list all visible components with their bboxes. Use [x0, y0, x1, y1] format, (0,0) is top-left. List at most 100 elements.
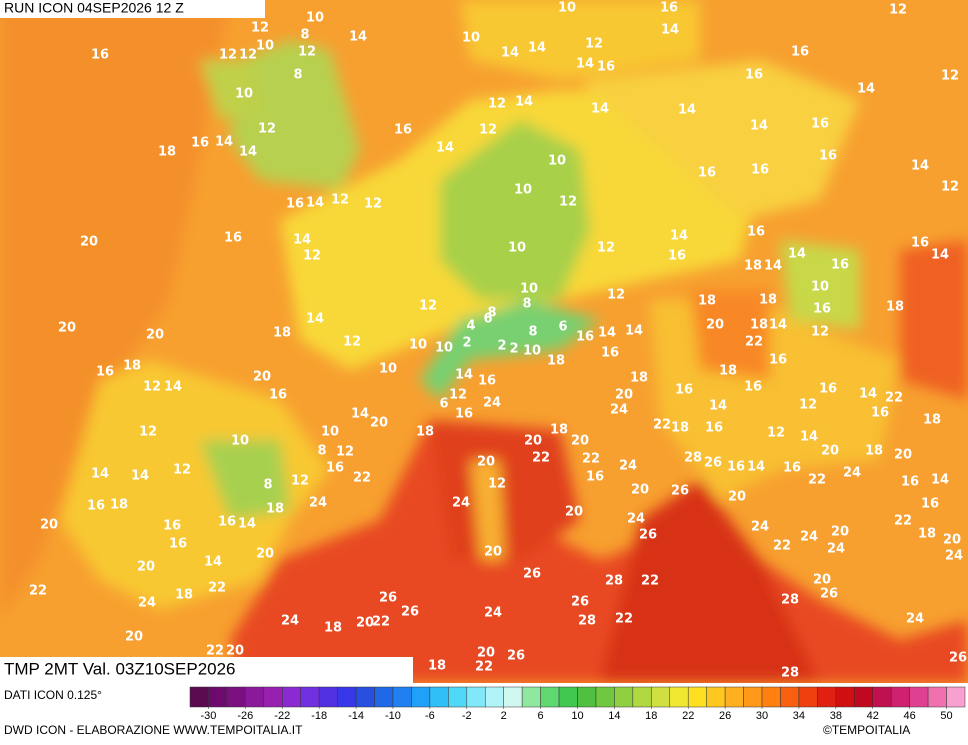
temperature-label: 12: [607, 288, 625, 303]
temperature-label: 14: [788, 247, 806, 262]
colorbar-swatch: [835, 686, 855, 708]
colorbar-swatch: [466, 686, 486, 708]
temperature-label: 14: [455, 368, 473, 383]
temperature-label: 20: [484, 545, 502, 560]
temperature-label: 14: [204, 555, 222, 570]
temperature-label: 20: [256, 547, 274, 562]
temperature-label: 24: [452, 496, 470, 511]
temperature-label: 18: [923, 413, 941, 428]
temperature-label: 10: [435, 341, 453, 356]
colorbar-swatch: [780, 686, 800, 708]
run-title: RUN ICON 04SEP2026 12 Z: [4, 0, 184, 16]
temperature-label: 20: [80, 235, 98, 250]
temperature-label: 14: [931, 248, 949, 263]
temperature-label: 14: [857, 82, 875, 97]
temperature-label: 18: [759, 293, 777, 308]
temperature-label: 20: [831, 525, 849, 540]
temperature-label: 12: [479, 123, 497, 138]
temperature-label: 14: [528, 41, 546, 56]
temperature-label: 12: [941, 69, 959, 84]
colorbar-swatch: [872, 686, 892, 708]
temperature-label: 16: [601, 346, 619, 361]
colorbar-tick-label: 18: [645, 710, 657, 722]
temperature-label: 24: [945, 549, 963, 564]
temperature-label: 14: [859, 387, 877, 402]
temperature-label: 10: [321, 425, 339, 440]
temperature-label: 24: [281, 614, 299, 629]
temperature-label: 20: [477, 646, 495, 661]
temperature-label: 28: [605, 574, 623, 589]
temperature-label: 20: [58, 321, 76, 336]
temperature-label: 18: [123, 359, 141, 374]
temperature-label: 18: [547, 354, 565, 369]
temperature-label: 22: [885, 391, 903, 406]
temperature-label: 28: [578, 614, 596, 629]
temperature-label: 12: [364, 197, 382, 212]
temperature-label: 22: [29, 584, 47, 599]
colorbar-tick-label: 30: [756, 710, 768, 722]
colorbar-tick-label: 38: [830, 710, 842, 722]
temperature-label: 10: [379, 362, 397, 377]
temperature-label: 24: [484, 606, 502, 621]
temperature-label: 18: [324, 621, 342, 636]
temperature-label: 18: [110, 498, 128, 513]
temperature-label: 20: [477, 455, 495, 470]
temperature-label: 4: [466, 319, 475, 334]
temperature-label: 12: [303, 249, 321, 264]
temperature-label: 24: [843, 466, 861, 481]
temperature-label: 12: [239, 48, 257, 63]
temperature-label: 10: [514, 183, 532, 198]
colorbar-swatch: [282, 686, 301, 708]
temperature-label: 14: [591, 102, 609, 117]
temperature-label: 8: [528, 325, 537, 340]
colorbar-swatch: [761, 686, 781, 708]
temperature-label: 14: [215, 135, 233, 150]
temperature-label: 14: [164, 380, 182, 395]
temperature-label: 22: [745, 335, 763, 350]
temperature-label: 26: [401, 605, 419, 620]
colorbar-swatch: [577, 686, 597, 708]
colorbar-swatch: [503, 686, 523, 708]
colorbar-swatch: [189, 686, 209, 708]
temperature-label: 16: [286, 197, 304, 212]
temperature-label: 2: [497, 339, 506, 354]
temperature-label: 20: [226, 644, 244, 659]
colorbar-tick-label: 42: [867, 710, 879, 722]
temperature-label: 18: [416, 425, 434, 440]
temperature-label: 18: [671, 421, 689, 436]
temperature-label: 6: [439, 397, 448, 412]
temperature-label: 14: [91, 467, 109, 482]
colorbar-swatch: [448, 686, 468, 708]
temperature-label: 22: [582, 452, 600, 467]
temperature-label: 6: [483, 312, 492, 327]
temperature-label: 16: [394, 123, 412, 138]
temperature-label: 24: [751, 520, 769, 535]
colorbar-swatch: [817, 686, 837, 708]
temperature-label: 16: [660, 1, 678, 16]
temperature-label: 22: [206, 644, 224, 659]
temperature-label: 16: [668, 249, 686, 264]
temperature-label: 14: [661, 23, 679, 38]
temperature-label: 12: [343, 335, 361, 350]
colorbar-swatch: [374, 686, 394, 708]
temperature-label: 14: [293, 233, 311, 248]
temperature-label: 20: [146, 328, 164, 343]
temperature-label: 26: [379, 591, 397, 606]
colorbar-swatch: [226, 686, 246, 708]
temperature-label: 22: [653, 418, 671, 433]
temperature-label: 16: [586, 470, 604, 485]
temperature-label: 14: [911, 159, 929, 174]
temperature-label: 16: [747, 225, 765, 240]
temperature-label: 12: [488, 477, 506, 492]
colorbar-swatch: [429, 686, 449, 708]
temperature-label: 10: [523, 344, 541, 359]
colorbar-tick-label: -10: [385, 710, 401, 722]
colorbar-swatch: [927, 686, 947, 708]
temperature-label: 16: [218, 515, 236, 530]
temperature-label: 20: [943, 533, 961, 548]
temperature-label: 26: [704, 456, 722, 471]
temperature-label: 22: [475, 660, 493, 675]
temperature-label: 20: [137, 560, 155, 575]
